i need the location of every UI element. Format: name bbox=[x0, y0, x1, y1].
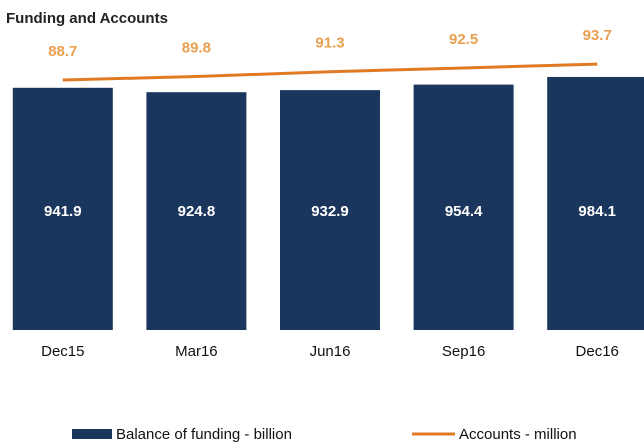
bar-value-label: 954.4 bbox=[445, 203, 483, 220]
x-tick-label: Dec15 bbox=[41, 343, 84, 360]
bar bbox=[12, 87, 113, 330]
line-value-label: 89.8 bbox=[182, 39, 211, 56]
bar-value-label: 984.1 bbox=[578, 203, 616, 220]
x-tick-label: Sep16 bbox=[442, 343, 485, 360]
x-tick-label: Mar16 bbox=[175, 343, 218, 360]
bar bbox=[547, 76, 644, 331]
bar-value-label: 924.8 bbox=[178, 203, 216, 220]
x-tick-label: Jun16 bbox=[310, 343, 351, 360]
bar-value-label: 932.9 bbox=[311, 203, 349, 220]
bar bbox=[413, 84, 514, 330]
line-value-label: 92.5 bbox=[449, 31, 478, 48]
chart-title: Funding and Accounts bbox=[6, 10, 168, 27]
legend-swatch bbox=[72, 429, 112, 439]
line-value-label: 91.3 bbox=[315, 35, 344, 52]
line-value-label: 93.7 bbox=[583, 27, 612, 44]
legend-label: Balance of funding - billion bbox=[116, 426, 292, 443]
legend-label: Accounts - million bbox=[459, 426, 577, 443]
x-tick-label: Dec16 bbox=[576, 343, 619, 360]
bar bbox=[146, 92, 247, 331]
line bbox=[62, 62, 598, 82]
bar bbox=[280, 90, 380, 331]
bar-value-label: 941.9 bbox=[44, 203, 82, 220]
line-value-label: 88.7 bbox=[48, 43, 77, 60]
